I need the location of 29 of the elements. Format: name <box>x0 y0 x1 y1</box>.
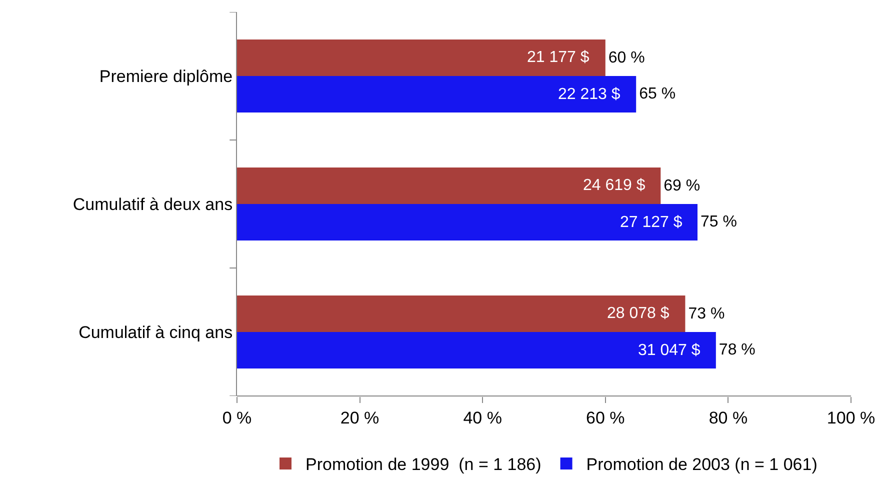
y-tick-label: Cumulatif à deux ans <box>72 194 233 214</box>
y-tick-label: Cumulatif à cinq ans <box>78 322 233 342</box>
annotation: 22 213 $ <box>558 86 620 103</box>
data-label: 60 % <box>608 49 645 66</box>
data-label: 78 % <box>718 342 756 359</box>
bar <box>237 76 636 112</box>
annotation: 31 047 $ <box>638 342 700 359</box>
data-label: 73 % <box>688 305 725 322</box>
bar <box>237 168 661 204</box>
bar <box>237 332 716 368</box>
bar <box>237 296 686 332</box>
annotation: 28 078 $ <box>607 305 670 322</box>
annotation: 24 619 $ <box>583 177 646 194</box>
legend-label: Promotion de 2003 (n = 1 061) <box>586 455 818 474</box>
data-label: 69 % <box>664 177 700 194</box>
x-tick-label: 40 % <box>463 408 502 428</box>
legend-label: Promotion de 1999 (n = 1 186) <box>306 455 542 474</box>
bar <box>237 40 606 76</box>
data-label: 65 % <box>639 86 676 103</box>
x-tick-label: 100 % <box>826 408 876 428</box>
x-tick-label: 20 % <box>340 408 380 428</box>
data-label: 75 % <box>700 214 737 231</box>
x-tick-label: 80 % <box>708 408 748 428</box>
annotation: 21 177 $ <box>527 49 590 66</box>
x-tick-label: 60 % <box>586 408 625 428</box>
bar <box>237 204 698 240</box>
x-tick-label: 0 % <box>222 408 252 428</box>
annotation: 27 127 $ <box>620 214 682 231</box>
y-tick-label: Premiere diplôme <box>99 66 233 86</box>
